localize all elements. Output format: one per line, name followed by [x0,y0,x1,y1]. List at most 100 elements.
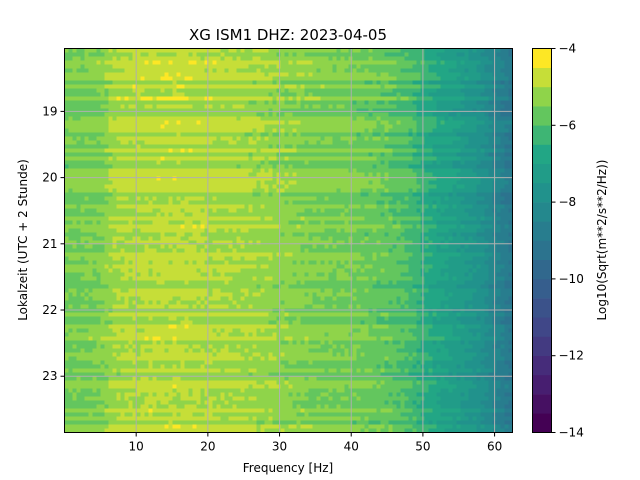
heatmap-cell [172,84,177,89]
heatmap-cell [312,172,317,177]
heatmap-cell [224,208,229,213]
heatmap-cell [264,60,269,65]
heatmap-cell [484,124,489,129]
heatmap-cell [192,72,197,77]
heatmap-cell [352,152,357,157]
heatmap-cell [236,216,241,221]
heatmap-cell [456,132,461,137]
heatmap-cell [328,152,333,157]
heatmap-cell [184,76,189,81]
heatmap-cell [320,200,325,205]
heatmap-cell [240,208,245,213]
heatmap-cell [164,108,169,113]
heatmap-cell [224,188,229,193]
heatmap-cell [328,112,333,117]
heatmap-cell [332,128,337,133]
heatmap-cell [288,116,293,121]
heatmap-cell [312,148,317,153]
heatmap-cell [392,64,397,69]
heatmap-cell [496,208,501,213]
heatmap-cell [104,132,109,137]
heatmap-cell [132,104,137,109]
heatmap-cell [396,208,401,213]
heatmap-cell [504,56,509,61]
heatmap-cell [124,80,129,85]
heatmap-cell [476,96,481,101]
heatmap-cell [376,136,381,141]
heatmap-cell [468,56,473,61]
heatmap-cell [328,80,333,85]
heatmap-cell [108,188,113,193]
heatmap-cell [180,160,185,165]
heatmap-cell [164,60,169,65]
heatmap-cell [160,72,165,77]
heatmap-cell [356,92,361,97]
heatmap-cell [64,112,69,117]
heatmap-cell [104,204,109,209]
heatmap-cell [384,188,389,193]
heatmap-cell [308,60,313,65]
heatmap-cell [128,100,133,105]
heatmap-cell [104,72,109,77]
heatmap-cell [112,168,117,173]
heatmap-cell [372,108,377,113]
heatmap-cell [208,132,213,137]
heatmap-cell [284,172,289,177]
heatmap-cell [292,172,297,177]
heatmap-cell [92,88,97,93]
heatmap-cell [160,88,165,93]
heatmap-cell [336,172,341,177]
heatmap-cell [384,72,389,77]
heatmap-cell [220,56,225,61]
heatmap-cell [216,64,221,69]
heatmap-cell [324,148,329,153]
heatmap-cell [288,112,293,117]
heatmap-cell [336,156,341,161]
heatmap-cell [220,144,225,149]
heatmap-cell [256,116,261,121]
heatmap-cell [324,76,329,81]
heatmap-cell [196,184,201,189]
heatmap-cell [188,192,193,197]
heatmap-cell [224,184,229,189]
heatmap-cell [196,112,201,117]
heatmap-cell [132,56,137,61]
heatmap-cell [188,164,193,169]
heatmap-cell [308,188,313,193]
heatmap-cell [252,96,257,101]
heatmap-cell [140,116,145,121]
heatmap-cell [320,72,325,77]
heatmap-cell [280,208,285,213]
heatmap-cell [332,156,337,161]
heatmap-cell [212,68,217,73]
heatmap-cell [508,60,513,65]
heatmap-cell [108,64,113,69]
heatmap-cell [308,112,313,117]
heatmap-cell [232,52,237,57]
heatmap-cell [160,132,165,137]
heatmap-cell [444,80,449,85]
heatmap-cell [68,104,73,109]
heatmap-cell [252,208,257,213]
heatmap-cell [444,124,449,129]
heatmap-cell [156,184,161,189]
heatmap-cell [416,108,421,113]
heatmap-cell [456,204,461,209]
heatmap-cell [88,184,93,189]
heatmap-cell [328,68,333,73]
heatmap-cell [424,196,429,201]
heatmap-cell [372,200,377,205]
heatmap-cell [276,164,281,169]
heatmap-cell [180,212,185,217]
heatmap-cell [416,88,421,93]
heatmap-cell [364,88,369,93]
heatmap-cell [164,112,169,117]
heatmap-cell [104,80,109,85]
heatmap-cell [440,196,445,201]
heatmap-cell [408,96,413,101]
heatmap-cell [280,224,285,229]
heatmap-cell [460,136,465,141]
heatmap-cell [196,128,201,133]
heatmap-cell [188,152,193,157]
heatmap-cell [388,92,393,97]
